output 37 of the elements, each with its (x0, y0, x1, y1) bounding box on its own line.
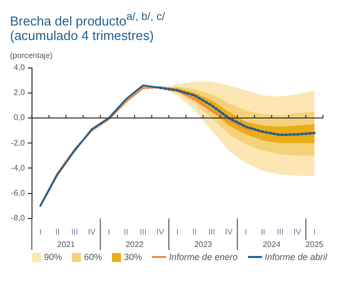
x-tick-label: I (313, 228, 316, 237)
x-tick-label: II (192, 228, 197, 237)
legend-label: Informe de enero (169, 252, 238, 262)
text: 2024 (262, 240, 282, 250)
x-tick-label: IV (88, 228, 96, 237)
x-tick-label: III (208, 228, 215, 237)
x-tick-label: I (108, 228, 110, 237)
x-tick-label: I (244, 228, 248, 237)
chart-title: Brecha del producto$^{a/, b/, c/}$ (10, 10, 166, 28)
legend-label: 60% (84, 252, 102, 262)
legend-label: Informe de abril (264, 252, 328, 262)
legend-label: 90% (44, 252, 62, 262)
text: 2025 (306, 240, 324, 250)
x-tick-label: IV (294, 228, 302, 237)
y-tick-label: -8,0 (10, 214, 26, 223)
y-tick-label: -6,0 (10, 188, 26, 198)
x-tick-label: I (39, 228, 42, 237)
text: 2022 (126, 240, 144, 250)
x-tick-label: II (260, 228, 266, 237)
y-axis-title: (porcentaje) (9, 51, 54, 60)
x-tick-label: I (176, 228, 179, 237)
text: 2021 (57, 240, 76, 250)
y-tick-label: 2,0 (14, 88, 26, 98)
x-tick-label: II (55, 228, 60, 237)
y-tick-label: 0,0 (14, 114, 26, 123)
y-tick-label: -4,0 (10, 164, 26, 173)
x-tick-label: III (71, 228, 78, 237)
x-tick-label: III (276, 228, 284, 237)
legend-label: 30% (124, 252, 142, 262)
chart-subtitle: (acumulado 4 trimestres) (10, 28, 155, 44)
x-tick-label: II (124, 228, 128, 237)
y-tick-label: -2,0 (10, 138, 26, 148)
x-tick-label: III (140, 228, 146, 237)
text: 2023 (194, 240, 213, 250)
y-tick-label: 4,0 (14, 63, 26, 72)
x-tick-label: IV (156, 228, 165, 237)
x-tick-label: IV (225, 228, 234, 237)
